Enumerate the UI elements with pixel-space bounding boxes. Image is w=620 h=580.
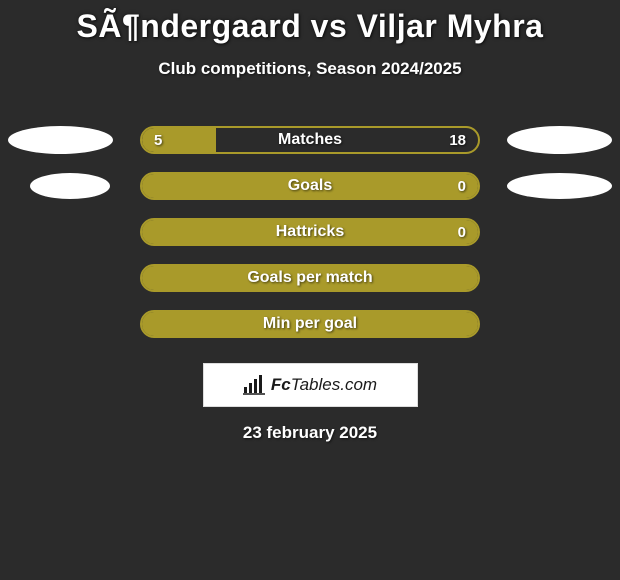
- stat-row: Goals0: [0, 163, 620, 209]
- avatar-left: [30, 173, 110, 199]
- page-title: SÃ¶ndergaard vs Viljar Myhra: [0, 8, 620, 45]
- bar-track: Goals per match: [140, 264, 480, 292]
- stat-row: Matches5 18: [0, 117, 620, 163]
- stat-row: Min per goal: [0, 301, 620, 347]
- stat-row: Goals per match: [0, 255, 620, 301]
- bar-track: Matches5 18: [140, 126, 480, 154]
- stat-label: Hattricks: [142, 220, 478, 244]
- stat-label: Matches: [142, 128, 478, 152]
- stat-row: Hattricks0: [0, 209, 620, 255]
- brand-badge[interactable]: FcTables.com: [203, 363, 418, 407]
- stat-label: Goals: [142, 174, 478, 198]
- stat-label: Min per goal: [142, 312, 478, 336]
- stat-value-right: 0: [458, 220, 466, 244]
- bar-track: Goals0: [140, 172, 480, 200]
- avatar-right: [507, 126, 612, 154]
- avatar-left: [8, 126, 113, 154]
- stat-value-left: 5: [154, 128, 162, 152]
- brand-suffix: Tables.com: [291, 375, 377, 394]
- bar-track: Min per goal: [140, 310, 480, 338]
- date-label: 23 february 2025: [0, 423, 620, 443]
- chart-area: Matches518Goals0Hattricks0Goals per matc…: [0, 117, 620, 347]
- stat-label: Goals per match: [142, 266, 478, 290]
- stat-value-right: 18: [449, 128, 466, 152]
- bars-icon: [243, 375, 265, 395]
- brand-prefix: Fc: [271, 375, 291, 394]
- subtitle: Club competitions, Season 2024/2025: [0, 59, 620, 79]
- comparison-widget: SÃ¶ndergaard vs Viljar Myhra Club compet…: [0, 0, 620, 443]
- stat-value-right: 0: [458, 174, 466, 198]
- bar-track: Hattricks0: [140, 218, 480, 246]
- avatar-right: [507, 173, 612, 199]
- brand-text: FcTables.com: [271, 375, 377, 395]
